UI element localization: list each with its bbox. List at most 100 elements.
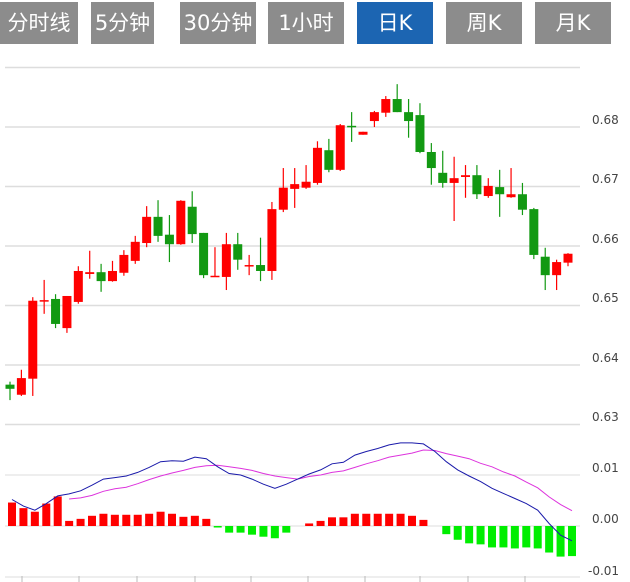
candle-body <box>73 270 83 302</box>
macd-histogram-bar <box>168 513 176 526</box>
macd-histogram-bar <box>76 518 85 526</box>
macd-histogram-bar <box>122 514 131 526</box>
candle-body <box>347 125 357 128</box>
macd-histogram-bar <box>568 526 576 557</box>
candle-body <box>278 187 288 210</box>
candle-body <box>483 185 493 197</box>
macd-histogram-bar <box>99 513 108 526</box>
candle-body <box>563 253 573 263</box>
candle <box>62 295 72 333</box>
period-tabs: 分时线 5分钟 30分钟 1小时 日K 周K 月K <box>0 2 630 44</box>
candle <box>438 150 448 188</box>
candle <box>85 250 95 279</box>
tab-30min[interactable]: 30分钟 <box>180 2 256 44</box>
candle-body <box>16 378 26 395</box>
macd-histogram-bar <box>373 513 382 526</box>
price-tick-label: 0.68 <box>592 113 619 127</box>
candle-body <box>324 150 334 170</box>
macd-histogram-bar <box>305 523 314 526</box>
macd-histogram-bar <box>110 514 119 526</box>
macd-histogram-bar <box>476 526 485 545</box>
candle-body <box>244 265 254 267</box>
macd-histogram-bar <box>133 514 142 526</box>
candle-body <box>369 112 379 122</box>
candle-body <box>256 265 266 271</box>
macd-histogram-bar <box>453 526 462 540</box>
candle-body <box>164 234 174 245</box>
candle <box>107 260 117 282</box>
macd-panel <box>8 442 576 557</box>
dea-line <box>69 449 573 512</box>
candle-body <box>381 99 391 113</box>
candle-body <box>312 147 322 183</box>
macd-histogram-bar <box>465 526 474 544</box>
macd-histogram-bar <box>316 520 325 526</box>
candle-body <box>552 262 562 276</box>
candle <box>552 259 562 291</box>
macd-histogram-bar <box>339 517 348 526</box>
candle-body <box>51 298 61 324</box>
candle-body <box>107 270 117 282</box>
candle <box>244 254 254 276</box>
candle <box>449 156 459 222</box>
price-tick-label: 0.63 <box>592 410 619 424</box>
candle-body <box>199 232 209 276</box>
candle-body <box>233 244 243 260</box>
candle-body <box>358 131 368 135</box>
candle-body <box>495 187 505 195</box>
candle <box>312 141 322 185</box>
candle <box>5 381 15 401</box>
macd-histogram-bar <box>350 513 359 526</box>
candle <box>472 165 482 199</box>
macd-histogram-bar <box>408 515 416 526</box>
tab-timeshare[interactable]: 分时线 <box>0 2 78 44</box>
candle <box>563 253 573 267</box>
candle-body <box>153 216 163 236</box>
tab-1hour[interactable]: 1小时 <box>268 2 344 44</box>
candle-body <box>461 175 471 177</box>
candle-body <box>119 254 129 273</box>
candle <box>369 110 379 127</box>
tab-daily-k[interactable]: 日K <box>357 2 433 44</box>
candle-body <box>404 112 414 122</box>
macd-histogram-bar <box>510 526 519 549</box>
macd-histogram-bar <box>213 526 222 528</box>
macd-histogram-bar <box>259 526 268 537</box>
candle-body <box>39 300 49 302</box>
macd-histogram-bar <box>270 526 279 539</box>
candle-body <box>540 256 550 276</box>
price-tick-label: 0.66 <box>592 232 619 246</box>
candle-body <box>392 99 402 113</box>
candle <box>529 207 539 260</box>
candle-body <box>529 209 539 255</box>
candle <box>540 247 550 291</box>
candle-body <box>5 384 15 389</box>
candle-body <box>335 125 345 170</box>
candle-body <box>267 209 277 271</box>
candle <box>28 297 38 396</box>
candle-body <box>187 206 197 235</box>
candle-body <box>176 200 186 245</box>
candle-body <box>517 194 527 210</box>
candle <box>256 237 266 282</box>
candle-body <box>221 244 231 277</box>
macd-histogram-bar <box>488 526 496 548</box>
tab-5min[interactable]: 5分钟 <box>91 2 154 44</box>
candle <box>495 169 505 217</box>
tab-monthly-k[interactable]: 月K <box>535 2 611 44</box>
candle <box>483 178 493 198</box>
candle <box>392 84 402 113</box>
candle <box>16 369 26 396</box>
tab-weekly-k[interactable]: 周K <box>446 2 522 44</box>
candle <box>233 232 243 270</box>
macd-histogram-bar <box>65 520 74 526</box>
candle-body <box>130 241 140 261</box>
candle <box>324 138 334 173</box>
candle <box>119 250 129 276</box>
candle-body <box>472 175 482 195</box>
candle <box>301 165 311 189</box>
price-tick-label: 0.65 <box>592 291 619 305</box>
candle-body <box>28 300 38 379</box>
candle-body <box>85 272 95 274</box>
